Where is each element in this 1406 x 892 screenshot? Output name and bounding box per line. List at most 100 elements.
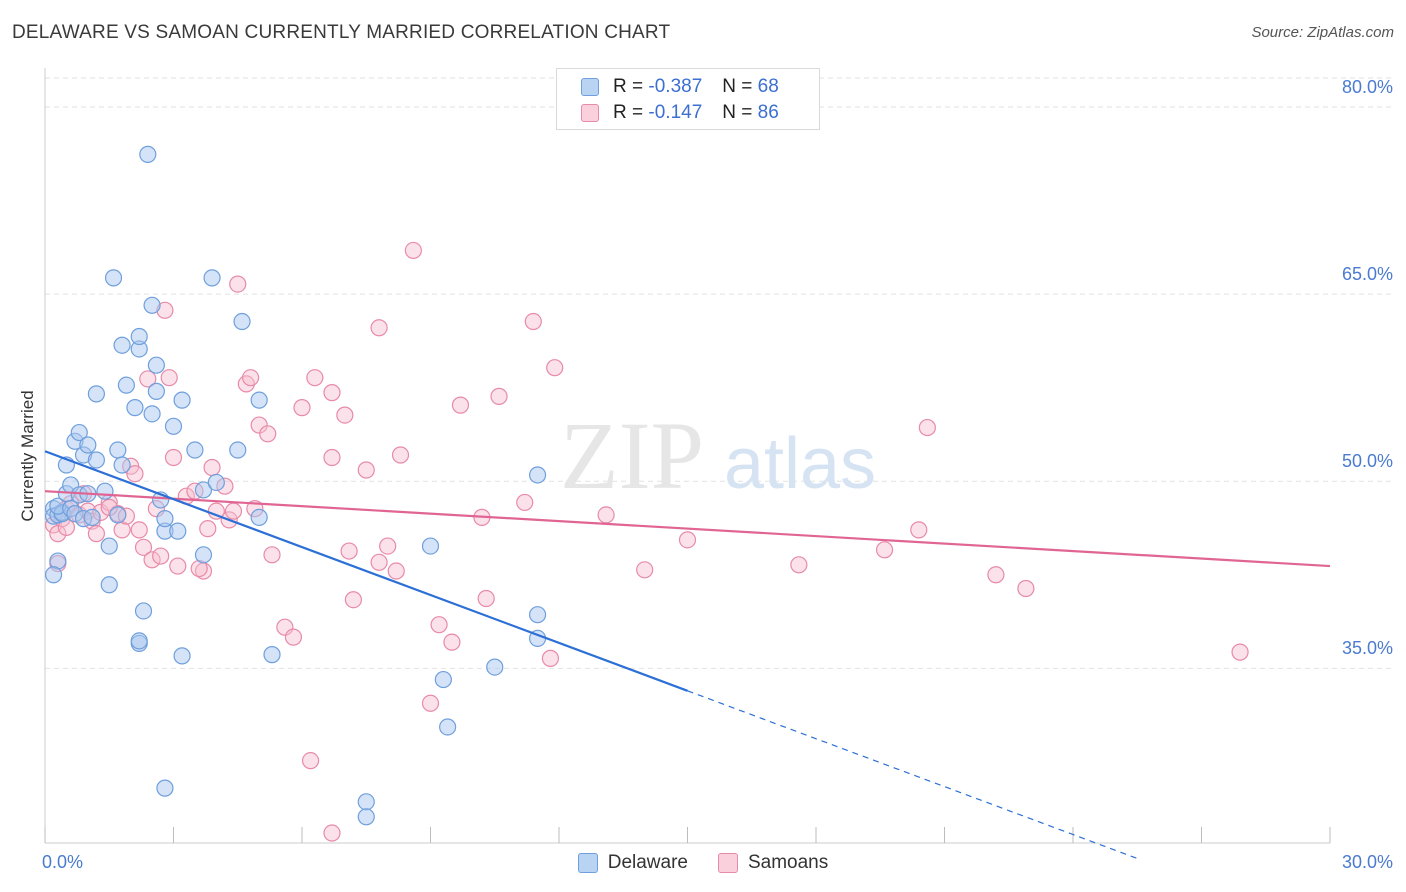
y-tick-label: 65.0% <box>1341 264 1393 285</box>
samoans-point <box>597 506 615 524</box>
samoans-point <box>263 546 281 564</box>
samoans-point <box>370 553 388 571</box>
samoans-point <box>152 547 170 565</box>
samoans-point <box>199 520 217 538</box>
samoans-trend-line <box>44 490 1331 568</box>
samoans-point <box>229 275 247 293</box>
samoans-point <box>134 538 153 556</box>
bottom-legend-swatch-delaware <box>577 853 598 873</box>
delaware-point <box>117 376 135 394</box>
bottom-legend-swatch-samoans <box>717 853 738 873</box>
delaware-point <box>147 382 165 400</box>
samoans-point <box>357 461 375 479</box>
bottom-legend-delaware[interactable]: Delaware <box>577 852 688 874</box>
samoans-point <box>541 649 560 667</box>
bottom-legend-label-delaware: Delaware <box>607 852 688 873</box>
legend-row-samoans: R = -0.147 N = 86 <box>581 101 779 125</box>
samoans-point <box>203 458 221 477</box>
samoans-point <box>678 531 697 549</box>
samoans-point <box>379 537 397 555</box>
y-axis-label: Currently Married <box>18 390 37 522</box>
samoans-point <box>875 541 894 559</box>
delaware-point <box>194 546 213 564</box>
samoans-point <box>477 589 495 608</box>
legend-r-label: R = <box>613 102 644 123</box>
delaware-trend-extension <box>687 690 1138 860</box>
samoans-point <box>340 542 358 560</box>
delaware-point <box>439 718 457 736</box>
legend-row-delaware: R = -0.387 N = 68 <box>581 75 779 99</box>
samoans-point <box>490 387 508 405</box>
delaware-point <box>229 441 247 459</box>
y-tick-label: 35.0% <box>1341 638 1393 659</box>
samoans-point <box>524 312 542 331</box>
delaware-point <box>421 537 440 555</box>
delaware-point <box>156 779 174 797</box>
delaware-point <box>130 327 148 346</box>
legend-r-label: R = <box>613 76 644 97</box>
samoans-point <box>546 359 564 377</box>
samoans-point <box>169 557 187 575</box>
legend-swatch-samoans <box>581 104 599 122</box>
samoans-point <box>126 465 144 483</box>
delaware-point <box>109 441 127 459</box>
samoans-point <box>790 556 808 574</box>
samoans-point <box>130 521 148 539</box>
watermark-zip: ZIP <box>560 402 704 509</box>
y-tick-label: 50.0% <box>1341 451 1393 472</box>
delaware-point <box>143 405 161 423</box>
delaware-point <box>357 793 375 811</box>
samoans-point <box>242 369 260 387</box>
watermark-atlas: atlas <box>724 424 876 504</box>
legend-swatch-delaware <box>581 78 599 96</box>
delaware-point <box>83 508 101 526</box>
samoans-point <box>443 633 461 651</box>
delaware-point <box>139 145 157 163</box>
delaware-point <box>207 473 225 492</box>
samoans-point <box>516 493 534 512</box>
samoans-point <box>284 628 303 646</box>
delaware-point <box>87 385 106 403</box>
samoans-point <box>143 551 161 569</box>
delaware-point <box>263 646 281 664</box>
delaware-point <box>250 391 268 409</box>
delaware-point <box>203 269 221 287</box>
samoans-point <box>1231 643 1249 661</box>
legend-samoans-n: 86 <box>757 102 779 123</box>
samoans-point <box>636 561 654 579</box>
bottom-legend-samoans[interactable]: Samoans <box>717 852 829 874</box>
samoans-point <box>164 448 183 467</box>
delaware-point <box>134 602 153 620</box>
legend-n-label: N = <box>722 76 753 97</box>
delaware-point <box>169 522 187 540</box>
legend-samoans-r: -0.147 <box>648 102 703 123</box>
delaware-point <box>357 808 375 826</box>
source-credit: Source: ZipAtlas.com <box>1251 24 1394 41</box>
delaware-point <box>44 566 63 584</box>
samoans-point <box>301 752 320 770</box>
samoans-point <box>160 369 178 387</box>
stats-legend: R = -0.387 N = 68 R = -0.147 N = 86 <box>556 68 820 130</box>
x-tick-label-min: 0.0% <box>42 852 84 872</box>
delaware-point <box>113 336 131 354</box>
delaware-point <box>109 506 127 524</box>
delaware-point <box>250 508 268 526</box>
delaware-point <box>528 466 547 484</box>
samoans-point <box>139 370 157 388</box>
bottom-legend: Delaware Samoans <box>0 852 1406 874</box>
chart-title: DELAWARE VS SAMOAN CURRENTLY MARRIED COR… <box>12 22 671 43</box>
legend-delaware-r: -0.387 <box>648 76 703 97</box>
delaware-point <box>100 576 118 594</box>
samoans-point <box>344 591 362 609</box>
delaware-point <box>173 391 191 409</box>
samoans-point <box>323 448 341 467</box>
bottom-legend-label-samoans: Samoans <box>747 852 829 873</box>
delaware-trend-line <box>44 450 688 692</box>
delaware-point <box>87 451 106 469</box>
samoans-point <box>370 319 388 337</box>
x-tick-label-max: 30.0% <box>1341 852 1393 872</box>
delaware-point <box>233 312 251 331</box>
delaware-point <box>156 510 174 528</box>
delaware-point <box>126 399 144 417</box>
